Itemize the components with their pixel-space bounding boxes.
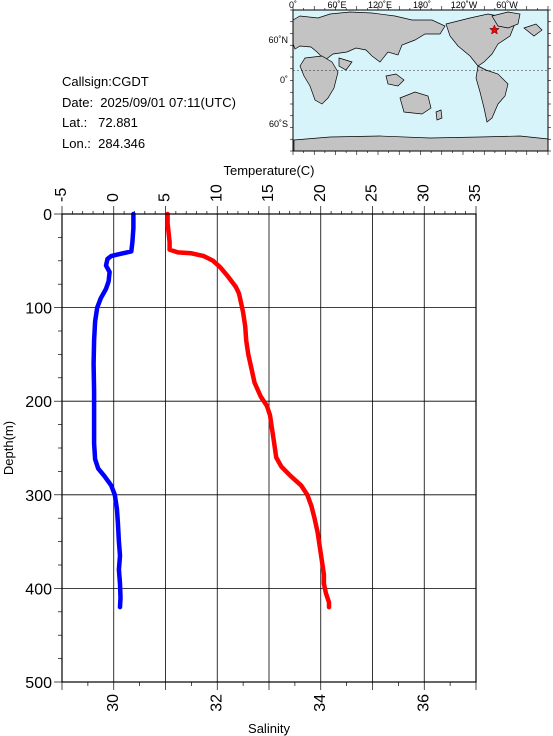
temperature-tick-label: 15 bbox=[260, 184, 277, 202]
temperature-axis-title: Temperature(C) bbox=[223, 163, 314, 178]
plot-frame bbox=[61, 213, 477, 683]
map-lon-label: 0˚ bbox=[289, 0, 297, 10]
land-shape-9 bbox=[523, 23, 543, 37]
latitude-text: Lat.: 72.881 bbox=[62, 115, 138, 130]
depth-tick-label: 100 bbox=[25, 301, 52, 318]
depth-tick-label: 0 bbox=[43, 207, 52, 224]
temperature-tick-label: 0 bbox=[105, 193, 122, 202]
station-info: Callsign:CGDT Date: 2025/09/01 07:11(UTC… bbox=[62, 72, 236, 154]
land-shape-0 bbox=[292, 11, 446, 63]
map-lon-label: 60˚E bbox=[327, 0, 346, 10]
temperature-tick-label: 10 bbox=[208, 184, 225, 202]
map-lon-label: 60˚W bbox=[496, 0, 518, 10]
temperature-tick-label: 25 bbox=[364, 184, 381, 202]
salinity-tick-label: 30 bbox=[105, 694, 122, 712]
map-lon-label: 180˚ bbox=[413, 0, 431, 10]
salinity-tick-label: 34 bbox=[312, 694, 329, 712]
map-lon-label: 120˚W bbox=[451, 0, 478, 10]
temperature-tick-label: 30 bbox=[415, 184, 432, 202]
land-shape-7 bbox=[475, 65, 509, 123]
longitude-text: Lon.: 284.346 bbox=[62, 135, 146, 151]
depth-tick-label: 200 bbox=[25, 394, 52, 411]
land-shape-1 bbox=[299, 55, 339, 105]
depth-tick-label: 400 bbox=[25, 581, 52, 598]
map-lon-label: 120˚E bbox=[368, 0, 392, 10]
map-lat-label: 60˚S bbox=[269, 119, 288, 129]
land-shape-4 bbox=[399, 91, 432, 115]
land-shape-5 bbox=[435, 109, 443, 121]
temperature-tick-label: 20 bbox=[312, 184, 329, 202]
date-text: Date: 2025/09/01 07:11(UTC) bbox=[62, 94, 236, 110]
callsign-text: Callsign:CGDT bbox=[62, 74, 149, 89]
salinity-axis-title: Salinity bbox=[248, 721, 290, 736]
depth-axis-title: Depth(m) bbox=[1, 421, 16, 475]
temperature-profile-line bbox=[165, 211, 332, 610]
land-shape-6 bbox=[445, 13, 515, 67]
map-land bbox=[292, 11, 549, 152]
temperature-tick-label: 35 bbox=[467, 184, 484, 202]
map-lat-label: 0˚ bbox=[280, 75, 288, 85]
land-shape-8 bbox=[491, 11, 521, 29]
temperature-tick-label: 5 bbox=[157, 193, 174, 202]
depth-tick-label: 300 bbox=[25, 488, 52, 505]
salinity-tick-label: 32 bbox=[208, 694, 225, 712]
station-marker-icon bbox=[489, 24, 500, 35]
land-shape-3 bbox=[385, 73, 405, 87]
land-shape-2 bbox=[338, 57, 353, 71]
salinity-profile-line bbox=[91, 211, 136, 610]
temperature-tick-label: -5 bbox=[53, 188, 70, 202]
depth-tick-label: 500 bbox=[25, 675, 52, 692]
salinity-tick-label: 36 bbox=[415, 694, 432, 712]
map-lat-label: 60˚N bbox=[268, 35, 288, 45]
